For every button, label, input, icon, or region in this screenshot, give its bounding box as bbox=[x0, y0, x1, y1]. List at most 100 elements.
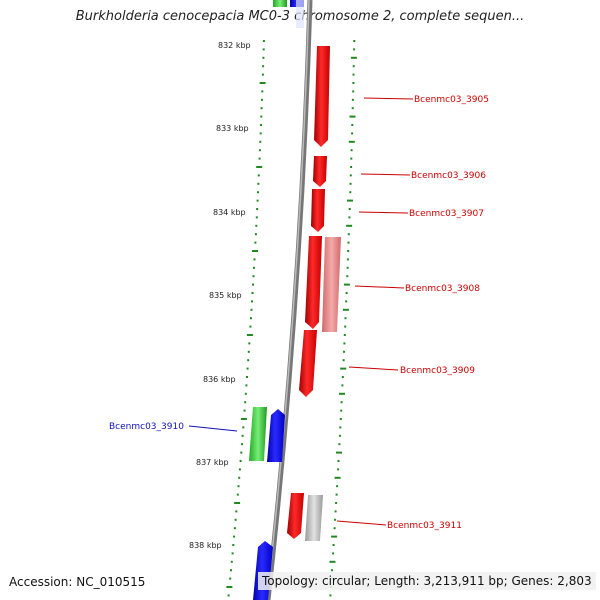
gc-mark bbox=[343, 350, 345, 353]
gene-label[interactable]: Bcenmc03_3906 bbox=[411, 171, 486, 181]
gc-mark bbox=[349, 174, 352, 177]
gray-feature[interactable] bbox=[305, 495, 323, 541]
gc-mark bbox=[257, 182, 260, 185]
gene-feature[interactable] bbox=[287, 493, 304, 539]
gc-mark bbox=[250, 317, 252, 320]
gc-mark bbox=[253, 258, 256, 261]
gc-mark bbox=[257, 174, 260, 177]
gc-mark bbox=[349, 182, 352, 185]
gc-mark bbox=[352, 65, 355, 68]
genome-summary: Topology: circular; Length: 3,213,911 bp… bbox=[258, 572, 596, 590]
gc-mark bbox=[347, 250, 350, 252]
gc-mark bbox=[245, 384, 248, 387]
gene-label[interactable]: Bcenmc03_3905 bbox=[414, 95, 489, 105]
gc-mark bbox=[260, 124, 262, 126]
gc-mark bbox=[227, 594, 230, 597]
gc-mark bbox=[352, 90, 355, 93]
gc-mark bbox=[258, 149, 261, 152]
gc-mark bbox=[338, 434, 341, 437]
gene-label[interactable]: Bcenmc03_3909 bbox=[400, 366, 475, 376]
gc-mark bbox=[350, 56, 357, 59]
gc-mark bbox=[256, 208, 259, 210]
gc-mark bbox=[342, 308, 349, 311]
gc-mark bbox=[351, 107, 354, 110]
tick-label: 834 kbp bbox=[213, 208, 246, 217]
gc-mark bbox=[244, 392, 247, 395]
gc-mark bbox=[331, 535, 338, 538]
tick-label: 835 kbp bbox=[209, 291, 242, 300]
gc-mark bbox=[254, 241, 257, 244]
gc-mark bbox=[349, 115, 356, 118]
gc-mark bbox=[233, 535, 236, 538]
gc-mark bbox=[339, 418, 342, 420]
gene-feature[interactable] bbox=[314, 46, 330, 147]
gc-mark bbox=[258, 157, 261, 160]
gc-mark bbox=[329, 594, 332, 597]
gc-mark bbox=[336, 485, 339, 488]
gc-mark bbox=[261, 73, 264, 76]
gc-mark bbox=[257, 191, 259, 194]
gene-labels: Bcenmc03_3905 Bcenmc03_3906 Bcenmc03_390… bbox=[109, 95, 489, 531]
gc-mark bbox=[237, 485, 240, 488]
gc-mark bbox=[343, 283, 350, 286]
label-leader-lines bbox=[188, 97, 414, 526]
gc-mark bbox=[352, 82, 355, 84]
gc-mark bbox=[250, 308, 253, 311]
gc-mark bbox=[351, 98, 354, 101]
gc-mark bbox=[348, 216, 351, 219]
gene-label[interactable]: Bcenmc03_3911 bbox=[387, 521, 462, 531]
gc-mark bbox=[347, 199, 353, 202]
gc-mark bbox=[242, 426, 245, 429]
gc-mark bbox=[252, 283, 254, 286]
gc-mark bbox=[335, 493, 338, 496]
gene-label[interactable]: Bcenmc03_3908 bbox=[405, 284, 480, 294]
gc-mark bbox=[346, 258, 349, 261]
tick-label: 832 kbp bbox=[218, 41, 251, 50]
gc-mark bbox=[248, 342, 251, 345]
accession-label: Accession: NC_010515 bbox=[9, 575, 146, 589]
gene-feature[interactable] bbox=[305, 236, 322, 329]
gc-skew-inner-track bbox=[226, 40, 266, 597]
gc-mark bbox=[351, 132, 354, 135]
gene-label[interactable]: Bcenmc03_3907 bbox=[409, 209, 484, 219]
gc-mark bbox=[243, 409, 246, 412]
gc-mark bbox=[241, 443, 243, 446]
gene-feature[interactable] bbox=[267, 409, 285, 462]
gc-mark bbox=[349, 191, 352, 194]
chromosome-backbone bbox=[265, 0, 313, 600]
gene-feature[interactable] bbox=[313, 156, 327, 187]
gc-mark bbox=[332, 552, 335, 555]
green-feature[interactable] bbox=[249, 407, 267, 461]
gc-mark bbox=[335, 502, 338, 504]
gene-feature[interactable] bbox=[299, 330, 317, 397]
gc-mark bbox=[252, 250, 258, 252]
pseudo-gene-feature[interactable] bbox=[322, 237, 341, 332]
gc-mark bbox=[256, 166, 263, 168]
green-feature-top bbox=[273, 0, 287, 7]
gc-mark bbox=[255, 216, 258, 219]
gc-mark bbox=[229, 577, 232, 580]
gc-mark bbox=[346, 224, 353, 227]
gene-label[interactable]: Bcenmc03_3910 bbox=[109, 422, 184, 432]
gc-mark bbox=[247, 359, 250, 362]
gc-mark bbox=[246, 376, 248, 378]
gene-feature[interactable] bbox=[311, 189, 325, 232]
gc-mark bbox=[240, 418, 247, 420]
tick-label: 833 kbp bbox=[216, 124, 249, 133]
gc-mark bbox=[339, 426, 342, 429]
gc-mark bbox=[340, 409, 343, 412]
gc-mark bbox=[260, 107, 263, 110]
gc-mark bbox=[260, 115, 263, 118]
gc-mark bbox=[238, 476, 241, 479]
gc-mark bbox=[236, 493, 239, 496]
gc-mark bbox=[343, 334, 346, 336]
tick-label: 837 kbp bbox=[196, 458, 229, 467]
gc-mark bbox=[346, 266, 349, 269]
gc-mark bbox=[259, 140, 262, 143]
gc-mark bbox=[234, 502, 241, 504]
gc-mark bbox=[254, 233, 257, 236]
gc-mark bbox=[230, 560, 233, 563]
gc-mark bbox=[256, 199, 259, 202]
